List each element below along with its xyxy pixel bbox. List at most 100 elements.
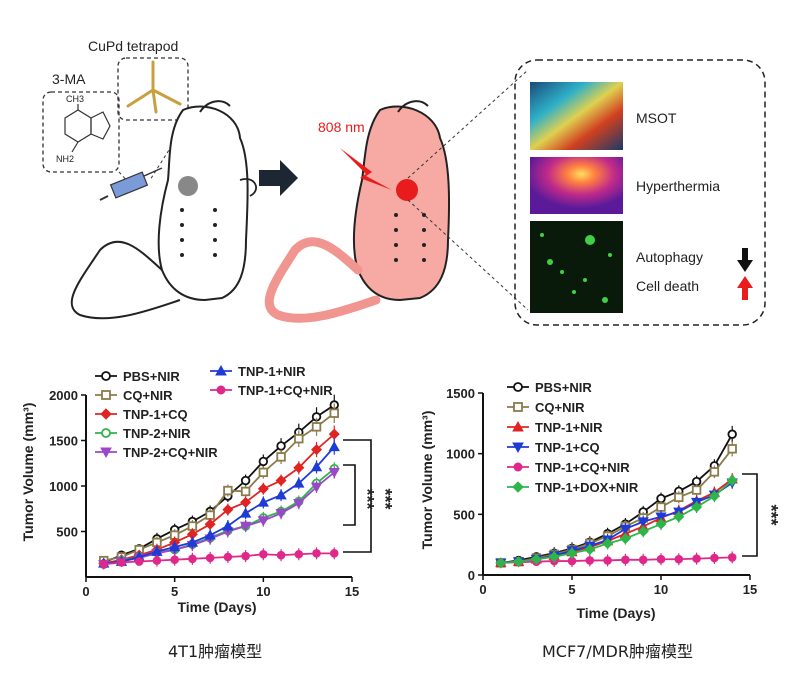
significance-marker-inner: *** [357, 488, 377, 509]
x-tick-label: 10 [256, 584, 270, 599]
data-point [275, 475, 287, 487]
heated-tumor [396, 179, 418, 201]
data-point [204, 529, 216, 540]
legend-label: TNP-1+CQ [535, 440, 600, 455]
data-point [655, 518, 667, 530]
data-point [548, 551, 560, 563]
data-point [222, 504, 234, 516]
laser-label: 808 nm [318, 119, 365, 135]
data-point [240, 486, 251, 497]
panel-label-autophagy: Autophagy [636, 249, 703, 265]
chart-4t1-ylabel: Tumor Volume (mm³) [20, 403, 36, 542]
legend-swatch-marker [100, 447, 112, 459]
molecule-box [42, 91, 120, 173]
chart-mcf7: 0 5 10 15 0 500 1000 1500 Time (Days) Tumor Vol… [419, 380, 781, 621]
data-point [602, 537, 614, 549]
legend-entry: TNP-1+CQ [95, 407, 188, 422]
caption-right: MCF7/MDR肿瘤模型 [542, 642, 693, 661]
x-tick-label: 0 [82, 584, 89, 599]
data-point [205, 553, 215, 563]
data-point [619, 533, 631, 545]
data-point [170, 555, 179, 565]
data-point [727, 444, 737, 454]
legend-label: TNP-1+DOX+NIR [535, 480, 639, 495]
x-tick-label: 0 [479, 582, 486, 597]
data-point [312, 549, 321, 558]
data-point [222, 520, 234, 531]
legend-label: TNP-2+NIR [123, 426, 191, 441]
data-point [293, 477, 305, 488]
data-point [329, 408, 339, 418]
amine-label: NH2 [56, 154, 74, 164]
data-point [294, 549, 304, 559]
legend-swatch-marker [512, 442, 524, 454]
data-point [566, 547, 578, 559]
data-point [329, 549, 339, 558]
data-point [585, 556, 595, 565]
data-point [294, 433, 304, 444]
fluorescence-dots [540, 233, 612, 303]
data-point [205, 510, 215, 520]
mouse-left [70, 100, 257, 320]
legend-label: TNP-1+CQ+NIR [238, 383, 333, 398]
panel-label-cell-death: Cell death [636, 278, 699, 294]
data-point [293, 462, 305, 474]
data-point [638, 555, 648, 565]
y-tick-label: 1500 [49, 434, 78, 449]
data-point [726, 474, 738, 486]
legend-swatch-marker [513, 382, 523, 392]
data-point [495, 557, 507, 569]
data-point [674, 492, 684, 503]
data-point [240, 475, 251, 486]
data-point [619, 524, 632, 535]
legend-swatch-marker [100, 408, 112, 420]
data-point [727, 553, 737, 562]
data-point [673, 511, 685, 523]
legend-swatch-marker [216, 385, 226, 395]
chart-mcf7-series [495, 425, 738, 569]
panel-label-msot: MSOT [636, 110, 677, 126]
drug-label: 3-MA [52, 71, 86, 87]
data-point [310, 482, 323, 493]
data-point [674, 554, 684, 564]
data-point [603, 556, 612, 565]
data-point [530, 553, 542, 565]
data-point [691, 501, 703, 513]
legend-entry: CQ+NIR [95, 388, 173, 403]
data-point [276, 441, 286, 451]
y-tick-label: 2000 [49, 388, 78, 403]
data-point [621, 555, 630, 565]
chart-4t1-axes: 0 5 10 15 500 1000 1500 2000 [49, 388, 359, 599]
data-point [513, 556, 525, 568]
data-point [328, 468, 340, 479]
data-point [275, 509, 287, 520]
arrow-down-icon [737, 248, 753, 272]
legend-entry: TNP-1+DOX+NIR [507, 480, 639, 495]
panel-label-hyperthermia: Hyperthermia [636, 178, 720, 194]
process-arrow [259, 160, 298, 196]
caption-left: 4T1肿瘤模型 [168, 642, 263, 661]
data-point [134, 557, 144, 566]
data-point [584, 544, 596, 556]
tetrapod-shape [126, 60, 182, 114]
data-point [239, 507, 252, 518]
legend-entry: PBS+NIR [507, 380, 592, 395]
data-point [637, 525, 649, 537]
legend-swatch-marker [101, 428, 111, 438]
y-tick-label: 500 [56, 525, 78, 540]
legend-label: CQ+NIR [123, 388, 173, 403]
legend-entry: TNP-2+NIR [95, 426, 191, 441]
data-point [257, 516, 269, 527]
y-tick-label: 1000 [446, 447, 475, 462]
legend-entry: TNP-1+CQ+NIR [507, 460, 630, 475]
laser-bolt-icon [340, 148, 392, 190]
data-point [240, 496, 252, 508]
legend-label: CQ+NIR [535, 400, 585, 415]
data-point [276, 452, 286, 462]
legend-entry: TNP-1+CQ [507, 440, 600, 455]
chart-mcf7-significance: *** [742, 473, 781, 557]
chart-4t1-significance: *** *** [343, 439, 395, 553]
legend-label: TNP-1+CQ [123, 407, 188, 422]
data-point [709, 467, 720, 477]
